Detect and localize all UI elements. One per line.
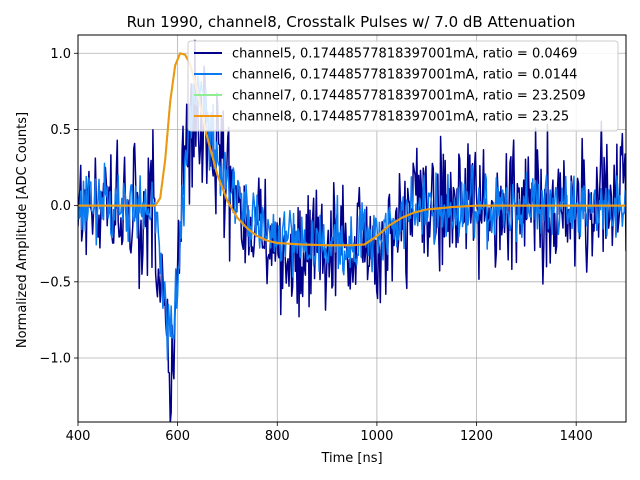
legend-entry: channel7, 0.17448577818397001mA, ratio =… [232,89,586,104]
y-tick-label: 0.0 [50,199,71,214]
y-tick-label: 1.0 [50,47,71,62]
legend-entry: channel8, 0.17448577818397001mA, ratio =… [232,110,569,125]
x-tick-label: 600 [165,429,190,444]
x-tick-label: 800 [265,429,290,444]
chart-title: Run 1990, channel8, Crosstalk Pulses w/ … [127,13,576,31]
x-axis-label: Time [ns] [320,451,382,466]
x-tick-label: 400 [66,429,91,444]
y-tick-label: −1.0 [39,352,71,367]
y-tick-label: −0.5 [39,275,71,290]
y-tick-label: 0.5 [50,123,71,138]
plot-frame [77,34,627,423]
series-line [78,75,626,361]
series-group [78,39,626,422]
y-axis-label: Normalized Amplitude [ADC Counts] [15,112,30,348]
legend-entry: channel5, 0.17448577818397001mA, ratio =… [232,47,577,62]
legend-box [187,40,619,132]
series-line [78,39,626,422]
series-line [78,52,626,247]
x-tick-label: 1400 [560,429,593,444]
legend: channel5, 0.17448577818397001mA, ratio =… [187,40,619,132]
x-tick-label: 1000 [360,429,393,444]
x-tick-label: 1200 [460,429,493,444]
axis-ticks: 400 600 800 1000 1200 1400 −1.0 −0.5 0.0 0.5 1.0 [39,47,592,444]
legend-entry: channel6, 0.17448577818397001mA, ratio =… [232,68,577,83]
